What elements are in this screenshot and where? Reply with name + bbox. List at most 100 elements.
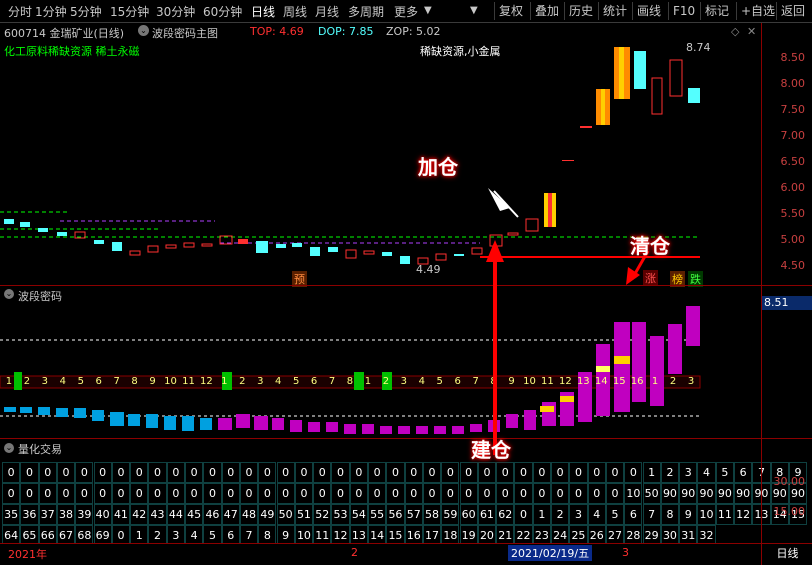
period-tab-monthly[interactable]: 月线: [315, 5, 340, 19]
quant-cell: 0: [166, 483, 185, 504]
quant-cell: 0: [203, 483, 222, 504]
date-bar: 2021年 2 2021/02/19/五 3 日线: [0, 543, 812, 565]
price-tick: 8.00: [780, 77, 806, 90]
quant-cell: 9: [679, 504, 698, 525]
wave-counter: 5: [292, 376, 300, 387]
period-tab-weekly[interactable]: 周线: [283, 5, 308, 19]
quant-cell: 0: [130, 462, 149, 483]
quant-cell: 1: [642, 462, 661, 483]
date-label-month: 2: [351, 546, 358, 559]
quant-cell: 0: [20, 483, 39, 504]
restore-rights-button[interactable]: 复权: [494, 2, 530, 20]
quant-cell: 43: [148, 504, 167, 525]
wave-counter: 12: [200, 376, 213, 387]
quant-cell: 0: [441, 483, 460, 504]
chevron-down-icon[interactable]: ▼: [424, 5, 432, 16]
diamond-icon[interactable]: ◇: [731, 25, 740, 38]
quant-cell: 9: [788, 462, 808, 483]
candle: [292, 243, 302, 247]
quant-cell: 0: [551, 483, 570, 504]
price-tick: 7.50: [780, 103, 806, 116]
quant-cell: 90: [715, 483, 734, 504]
settings-icon[interactable]: ⌄: [138, 25, 149, 36]
candle: [147, 245, 159, 253]
wave-counter: 14: [594, 376, 608, 387]
back-button[interactable]: 返回: [776, 2, 812, 20]
quant-cell: 0: [111, 462, 131, 483]
quant-cell: 54: [349, 504, 368, 525]
quant-cell: 90: [660, 483, 680, 504]
period-tab-timeshare[interactable]: 分时: [8, 5, 33, 19]
quant-cell: 42: [130, 504, 149, 525]
draw-line-button[interactable]: 画线: [632, 2, 668, 20]
quant-cell: 0: [331, 462, 350, 483]
quant-cell: 0: [569, 483, 588, 504]
quant-cell: 57: [404, 504, 423, 525]
period-tab-30min[interactable]: 30分钟: [156, 5, 196, 19]
quant-cell: 12: [734, 504, 753, 525]
candles: [4, 47, 700, 265]
history-button[interactable]: 历史: [564, 2, 598, 20]
quant-cell: 52: [313, 504, 332, 525]
quant-cell: 0: [569, 462, 588, 483]
wave-counter: 9: [508, 376, 515, 387]
quant-cell: 51: [294, 504, 314, 525]
mark-button[interactable]: 标记: [700, 2, 736, 20]
period-tab-5min[interactable]: 5分钟: [70, 5, 102, 19]
wave-chart: [0, 306, 701, 434]
quant-cell: 0: [349, 462, 368, 483]
overlay-button[interactable]: 叠加: [530, 2, 564, 20]
wave-counter: 11: [541, 376, 554, 387]
clear-position-callout: 清仓: [630, 234, 670, 258]
candle: [38, 228, 48, 232]
wave-counter: 1: [651, 376, 659, 387]
quant-cell: 1: [532, 504, 551, 525]
panel-divider: [0, 285, 812, 286]
concept-tags: 化工原料稀缺资源 稀土永磁: [4, 45, 140, 58]
f10-button[interactable]: F10: [668, 2, 700, 20]
rise-label: 涨: [643, 270, 658, 286]
wave-counter: 8: [131, 376, 138, 387]
quant-cell: 3: [679, 462, 698, 483]
quant-cell: 0: [93, 462, 112, 483]
close-icon[interactable]: ✕: [747, 25, 757, 38]
quant-cell: 0: [258, 462, 277, 483]
quant-cell: 90: [770, 483, 789, 504]
indicator-name[interactable]: 波段密码主图: [152, 27, 218, 40]
wave-counter: 10: [164, 376, 177, 387]
period-tab-15min[interactable]: 15分钟: [110, 5, 150, 19]
settings-icon[interactable]: ⌄: [4, 289, 14, 299]
candle: [400, 256, 410, 264]
quant-cell: 0: [514, 504, 533, 525]
quant-cell: 5: [605, 504, 625, 525]
chevron-down-icon[interactable]: ▼: [470, 5, 478, 16]
wave-counter: 5: [77, 376, 84, 387]
stock-title: 600714 金瑞矿业(日线): [4, 27, 125, 40]
period-tab-more[interactable]: 更多: [394, 5, 419, 19]
quant-cell: 10: [697, 504, 716, 525]
quant-cell: 49: [258, 504, 277, 525]
quant-cell: 11: [715, 504, 734, 525]
quant-cell: 0: [605, 483, 625, 504]
wave-counter: 1: [5, 376, 13, 387]
settings-icon[interactable]: ⌄: [4, 443, 14, 453]
quant-cell: 0: [239, 462, 259, 483]
period-tab-daily[interactable]: 日线: [251, 5, 276, 19]
period-tab-multi[interactable]: 多周期: [348, 5, 385, 19]
quant-cell: 0: [294, 483, 314, 504]
price-tick: 4.50: [780, 259, 806, 272]
candle: [525, 218, 539, 232]
quant-cell: 55: [368, 504, 387, 525]
add-watchlist-button[interactable]: +自选: [736, 2, 776, 20]
wave-counter: 2: [239, 376, 246, 387]
wave-counter: 12: [559, 376, 572, 387]
period-indicator[interactable]: 日线: [761, 544, 812, 565]
statistics-button[interactable]: 统计: [598, 2, 632, 20]
period-tab-1min[interactable]: 1分钟: [35, 5, 67, 19]
period-tab-60min[interactable]: 60分钟: [203, 5, 243, 19]
quant-cell: 0: [2, 462, 21, 483]
wave-counter: 1: [364, 376, 372, 387]
quant-cell: 39: [75, 504, 94, 525]
